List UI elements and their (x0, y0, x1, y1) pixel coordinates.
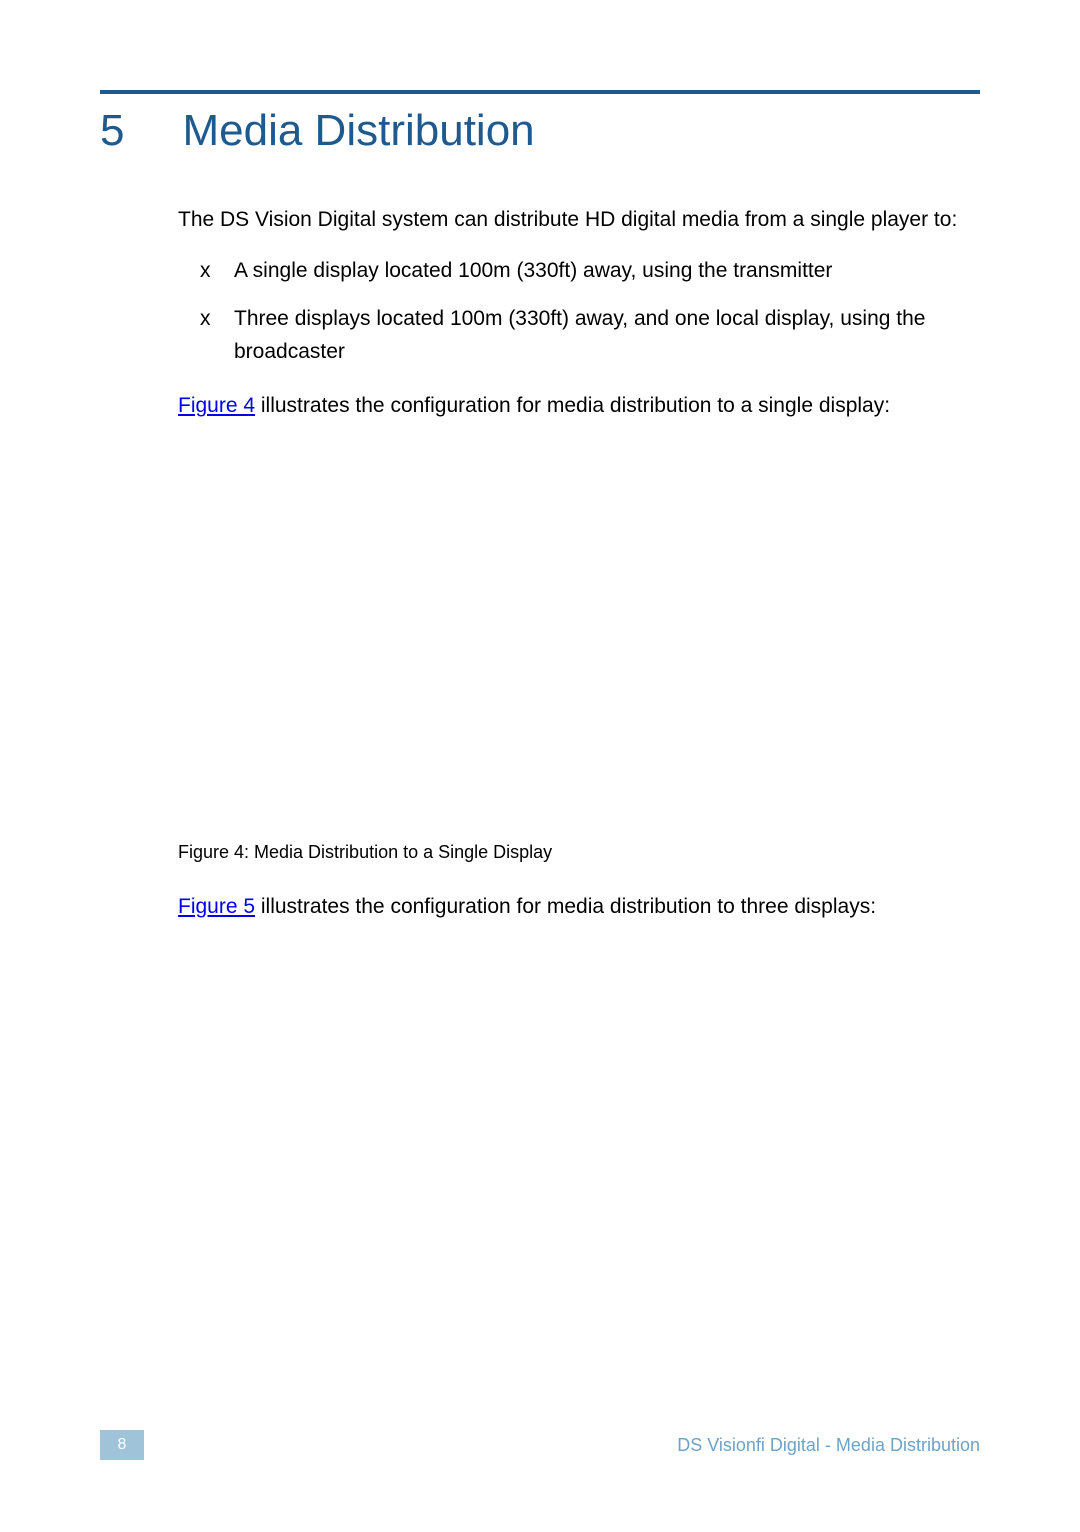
footer-text: DS Visionfi Digital - Media Distribution (677, 1435, 980, 1456)
figure4-link[interactable]: Figure 4 (178, 394, 255, 417)
figure4-placeholder (178, 441, 980, 829)
page-number: 8 (118, 1436, 127, 1454)
bullet-text: A single display located 100m (330ft) aw… (234, 259, 832, 282)
bullet-marker: x (200, 303, 211, 336)
chapter-title: Media Distribution (182, 106, 534, 156)
document-page: 5 Media Distribution The DS Vision Digit… (0, 0, 1080, 1532)
chapter-heading: 5 Media Distribution (100, 106, 980, 156)
page-footer: 8 DS Visionfi Digital - Media Distributi… (100, 1430, 980, 1460)
bullet-marker: x (200, 255, 211, 288)
list-item: x Three displays located 100m (330ft) aw… (200, 303, 980, 368)
header-rule (100, 90, 980, 94)
figure4-caption: Figure 4: Media Distribution to a Single… (178, 839, 980, 867)
body-content: The DS Vision Digital system can distrib… (178, 204, 980, 923)
chapter-number: 5 (100, 106, 124, 156)
page-number-box: 8 (100, 1430, 144, 1460)
bullet-list: x A single display located 100m (330ft) … (200, 255, 980, 369)
list-item: x A single display located 100m (330ft) … (200, 255, 980, 288)
intro-paragraph: The DS Vision Digital system can distrib… (178, 204, 980, 237)
bullet-text: Three displays located 100m (330ft) away… (234, 307, 925, 363)
figure4-ref-paragraph: Figure 4 illustrates the configuration f… (178, 390, 980, 423)
figure5-ref-text: illustrates the configuration for media … (255, 895, 876, 918)
figure5-link[interactable]: Figure 5 (178, 895, 255, 918)
figure4-ref-text: illustrates the configuration for media … (255, 394, 890, 417)
figure5-ref-paragraph: Figure 5 illustrates the configuration f… (178, 891, 980, 924)
